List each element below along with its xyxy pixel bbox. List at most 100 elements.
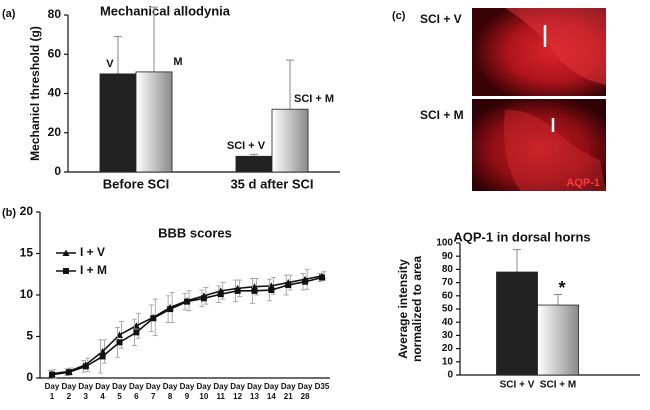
label-line: 10 <box>199 392 208 401</box>
micrograph: SCI + V SCI + M AQP-1 <box>410 8 606 191</box>
point <box>234 287 241 294</box>
label-line: 11 <box>217 392 226 401</box>
x-tick-label: D35 <box>315 382 330 391</box>
y-tick-label: 0 <box>447 370 453 381</box>
x-tick-label: Day 6 <box>129 382 144 401</box>
label-line: Day <box>129 382 144 391</box>
x-tick-label: Day 10 <box>197 382 212 401</box>
label-line: Day <box>213 382 228 391</box>
point <box>251 287 258 294</box>
point <box>99 353 106 360</box>
y-tick-label: 20 <box>20 204 34 218</box>
legend-label: I + M <box>80 263 107 277</box>
label-line: Day <box>146 382 161 391</box>
label-line: 3 <box>84 392 89 401</box>
label-line: Day <box>281 382 296 391</box>
label-line: 4 <box>100 392 105 401</box>
y-tick-label: 20 <box>48 125 62 139</box>
y-tick-label: 0 <box>26 370 33 384</box>
x-tick-label: Day 3 <box>78 382 93 401</box>
y-tick-label: 100 <box>436 238 453 249</box>
point <box>132 322 140 329</box>
point <box>65 369 72 376</box>
stain-label: AQP-1 <box>566 177 600 189</box>
point <box>167 306 174 313</box>
chart-title: BBB scores <box>158 225 232 240</box>
label-line: Day <box>298 382 313 391</box>
y-tick-label: 40 <box>48 86 62 100</box>
x-tick-label: Day 21 <box>281 382 296 401</box>
y-tick-label: 15 <box>20 246 34 260</box>
significance-marker: * <box>558 278 565 298</box>
x-tick-label: SCI + M <box>540 380 576 391</box>
bar <box>135 71 173 173</box>
x-tick-label: Day 13 <box>247 382 262 401</box>
y-tick-label: 10 <box>442 356 454 367</box>
x-tick-label: Day 11 <box>213 382 228 401</box>
x-tick-label: Day 14 <box>264 382 279 401</box>
point <box>150 315 157 322</box>
bar-label: SCI + M <box>294 93 334 105</box>
point <box>200 295 207 302</box>
y-tick-label: 0 <box>54 164 61 178</box>
tissue-region <box>504 109 606 191</box>
x-tick-label: 35 d after SCI <box>230 176 313 191</box>
y-axis-label: Mechanicl threshold (g) <box>28 26 42 161</box>
bar <box>99 73 137 173</box>
bar <box>496 271 538 376</box>
bar-label: V <box>106 58 114 70</box>
label-line: 2 <box>67 392 72 401</box>
label-line: Day <box>197 382 212 391</box>
label-line: Day <box>264 382 279 391</box>
y-tick-label: 20 <box>442 343 454 354</box>
point <box>82 363 89 370</box>
label-line: 12 <box>233 392 242 401</box>
point <box>268 287 275 294</box>
y-tick-label: 10 <box>20 287 34 301</box>
legend-marker <box>62 249 70 256</box>
y-axis-label: Average intensity <box>396 259 410 359</box>
point <box>302 278 309 285</box>
label-line: 8 <box>168 392 173 401</box>
label-line: D35 <box>315 382 330 391</box>
label-line: Day <box>112 382 127 391</box>
label-line: Day <box>62 382 77 391</box>
y-tick-label: 90 <box>442 251 454 262</box>
x-tick-label: Day 4 <box>95 382 110 401</box>
bar <box>537 304 579 376</box>
point <box>319 274 325 281</box>
chart-title: Mechanical allodynia <box>100 3 231 18</box>
point <box>217 291 224 298</box>
label-line: 5 <box>117 392 122 401</box>
point <box>184 298 190 305</box>
bar <box>271 108 309 173</box>
point <box>285 282 292 289</box>
bar-label: M <box>173 56 182 68</box>
label-line: 1 <box>50 392 55 401</box>
y-tick-label: 40 <box>442 317 454 328</box>
x-tick-label: Day 2 <box>62 382 77 401</box>
label-line: 28 <box>301 392 310 401</box>
y-tick-label: 5 <box>26 329 33 343</box>
label-line: Day <box>180 382 195 391</box>
x-tick-label: Day 28 <box>298 382 313 401</box>
label-line: Day <box>230 382 245 391</box>
label-line: 9 <box>185 392 190 401</box>
label-line: 13 <box>250 392 259 401</box>
x-tick-label: SCI + V <box>500 380 535 391</box>
x-tick-label: Day 7 <box>146 382 161 401</box>
label-line: Day <box>95 382 110 391</box>
x-tick-label: Day 9 <box>180 382 195 401</box>
x-tick-label: Day 12 <box>230 382 245 401</box>
y-tick-label: 70 <box>442 277 454 288</box>
image-bottom <box>472 99 606 191</box>
bar-label: SCI + V <box>227 140 266 152</box>
bar <box>235 155 273 173</box>
x-tick-label: Day 5 <box>112 382 127 401</box>
image-label: SCI + M <box>420 108 464 122</box>
tissue-region <box>505 8 606 85</box>
point <box>116 331 123 338</box>
label-line: Day <box>45 382 60 391</box>
point <box>133 329 140 336</box>
